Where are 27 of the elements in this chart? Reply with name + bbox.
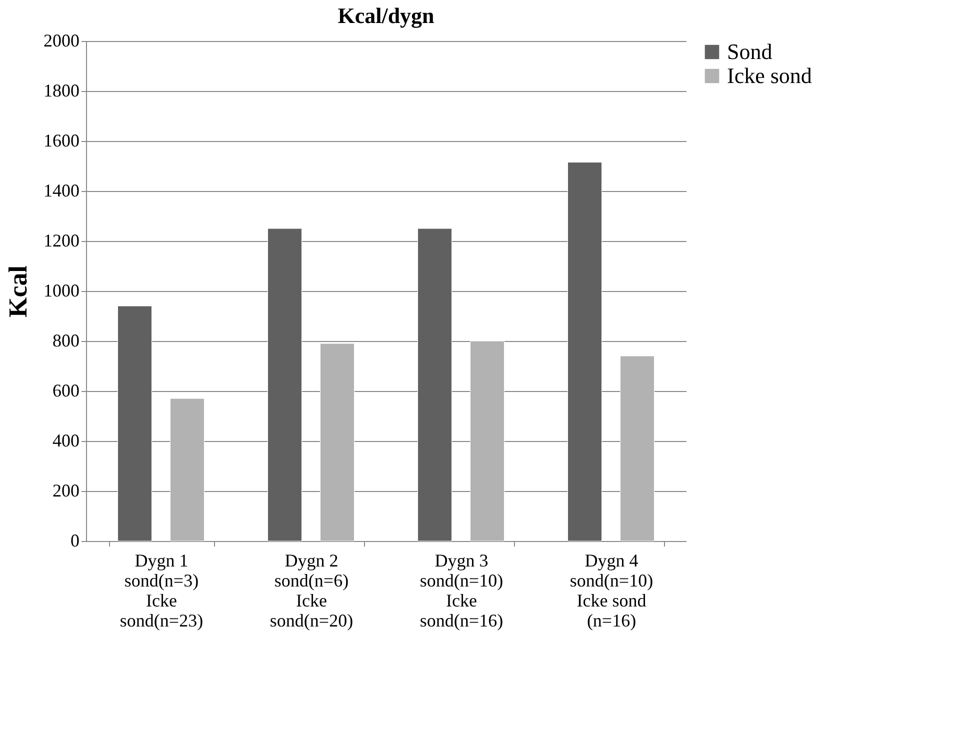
y-tick-label: 1000 [44, 280, 80, 300]
y-tick-label: 2000 [44, 30, 80, 50]
legend-label: Sond [727, 39, 772, 64]
y-tick-label: 1800 [44, 80, 80, 100]
x-tick-label: Dygn 2 sond(n=6) Icke sond(n=20) [270, 550, 354, 630]
bar [170, 398, 204, 542]
y-tick-label: 1600 [44, 130, 80, 150]
x-tick-label: Dygn 1 sond(n=3) Icke sond(n=23) [120, 550, 204, 630]
y-tick-label: 600 [52, 380, 80, 400]
bar [470, 340, 504, 542]
bar [418, 228, 452, 542]
x-tick-label: Dygn 4 sond(n=10) Icke sond (n=16) [570, 550, 654, 630]
bar [268, 228, 302, 542]
y-tick-label: 1200 [44, 230, 80, 250]
legend-label: Icke sond [727, 63, 812, 88]
chart-title: Kcal/dygn [338, 3, 434, 28]
y-tick-label: 0 [70, 530, 80, 550]
bar [620, 356, 654, 542]
x-tick-label: Dygn 3 sond(n=10) Icke sond(n=16) [420, 550, 504, 630]
y-tick-label: 800 [52, 330, 80, 350]
bar [118, 306, 152, 542]
y-tick-label: 400 [52, 430, 80, 450]
y-tick-label: 1400 [44, 180, 80, 200]
y-axis-title: Kcal [4, 266, 32, 318]
bar [568, 162, 602, 542]
y-tick-label: 200 [52, 480, 80, 500]
bar [320, 343, 354, 542]
